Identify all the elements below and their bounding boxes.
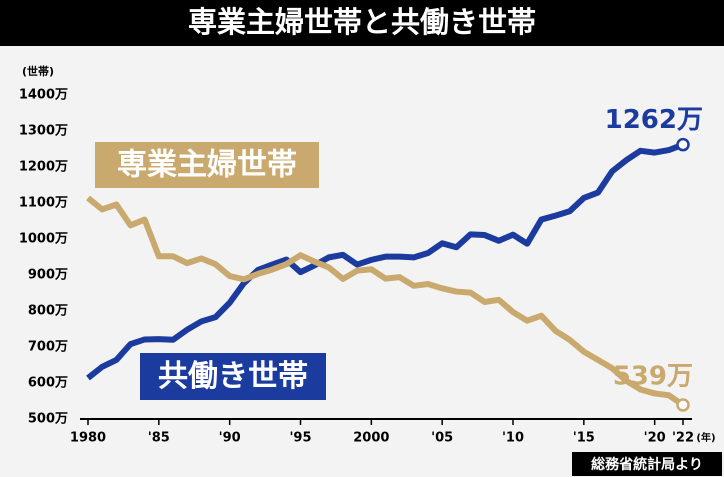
y-unit: (世帯) xyxy=(22,64,54,78)
end-label: 1262万 xyxy=(605,105,703,135)
chart-title: 専業主婦世帯と共働き世帯 xyxy=(188,5,536,39)
source: 総務省統計局より xyxy=(591,456,703,473)
y-tick-label: 700万 xyxy=(28,340,68,355)
x-tick-label: '22 xyxy=(672,431,694,446)
title-bar xyxy=(0,0,724,46)
x-tick-label: '20 xyxy=(644,431,666,446)
legend-label: 共働き世帯 xyxy=(158,359,308,394)
end-label: 539万 xyxy=(613,361,693,391)
x-tick-label: 2000 xyxy=(353,431,389,446)
x-unit: (年) xyxy=(696,431,715,444)
y-tick-label: 1000万 xyxy=(19,232,68,247)
y-tick-label: 1400万 xyxy=(19,88,68,103)
legend-box xyxy=(95,142,319,188)
x-tick-label: '15 xyxy=(573,431,595,446)
source-box xyxy=(572,452,722,476)
end-point xyxy=(676,137,690,152)
y-tick-label: 800万 xyxy=(28,304,68,319)
x-tick-label: '95 xyxy=(289,431,311,446)
y-tick-label: 1200万 xyxy=(19,160,68,175)
legend-box xyxy=(140,353,326,400)
series-line xyxy=(86,141,685,381)
y-tick-label: 1100万 xyxy=(19,196,68,211)
y-tick-label: 600万 xyxy=(28,376,68,391)
y-tick-label: 900万 xyxy=(28,268,68,283)
x-tick-label: '10 xyxy=(502,431,524,446)
x-tick-label: '85 xyxy=(148,431,170,446)
x-tick-label: '05 xyxy=(431,431,453,446)
y-tick-label: 1300万 xyxy=(19,124,68,139)
y-tick-label: 500万 xyxy=(28,412,68,427)
series-line xyxy=(86,195,685,408)
legend-label: 専業主婦世帯 xyxy=(117,148,297,183)
end-point xyxy=(676,398,690,412)
x-tick-label: '90 xyxy=(219,431,241,446)
x-tick-label: 1980 xyxy=(70,431,106,446)
